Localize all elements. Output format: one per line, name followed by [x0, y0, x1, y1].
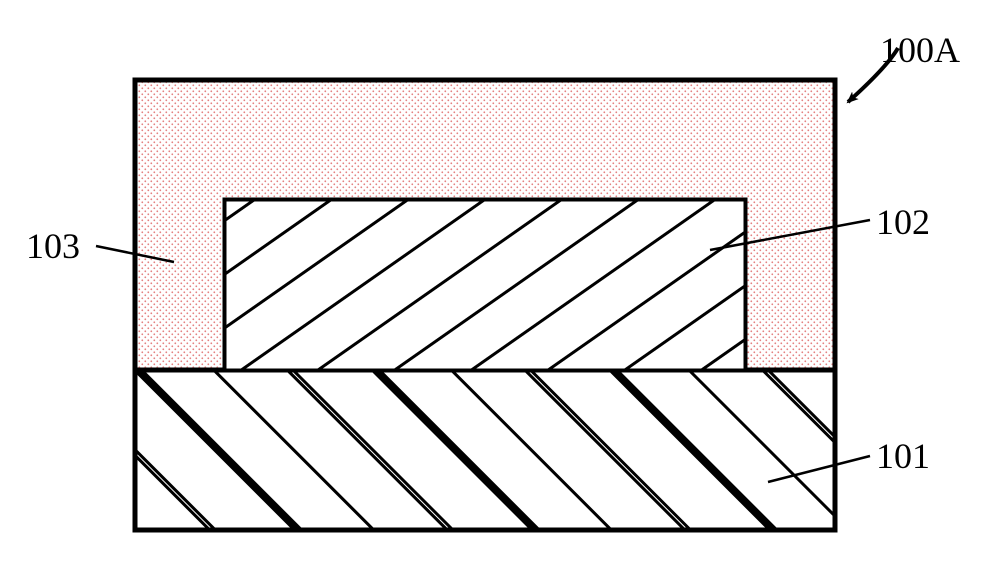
label-100a: 100A: [880, 32, 960, 68]
label-102: 102: [876, 204, 930, 240]
layer-101: [135, 370, 835, 530]
layer-102: [225, 200, 745, 370]
diagram-svg: [0, 0, 1000, 567]
label-101: 101: [876, 438, 930, 474]
label-103: 103: [26, 228, 80, 264]
